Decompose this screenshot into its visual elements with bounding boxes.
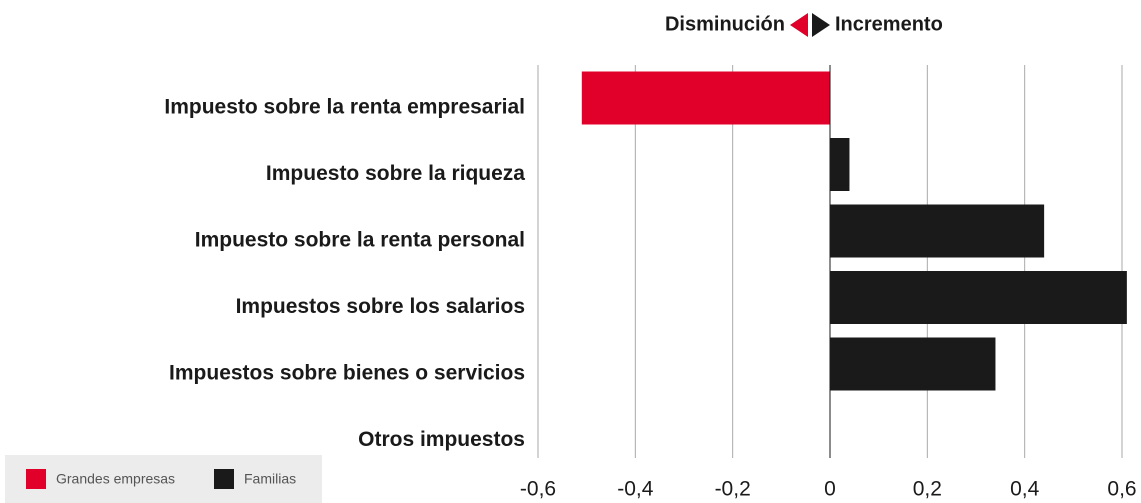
x-tick-label: 0 — [824, 478, 836, 501]
x-tick-label: -0,4 — [617, 478, 654, 501]
y-tick-label: Otros impuestos — [358, 428, 525, 451]
x-tick-label: 0,4 — [1010, 478, 1040, 501]
header-left: Disminución — [665, 13, 785, 35]
y-tick-label: Impuestos sobre bienes o servicios — [169, 362, 525, 385]
y-tick-label: Impuesto sobre la renta empresarial — [164, 96, 525, 119]
legend-label: Familias — [244, 471, 296, 487]
x-tick-label: -0,6 — [520, 478, 556, 501]
legend-box — [5, 455, 322, 503]
y-tick-label: Impuesto sobre la riqueza — [266, 162, 525, 185]
x-tick-label: -0,2 — [715, 478, 751, 501]
y-tick-label: Impuesto sobre la renta personal — [195, 229, 525, 252]
bar — [830, 271, 1127, 324]
legend-swatch — [214, 469, 234, 489]
y-tick-label: Impuestos sobre los salarios — [236, 295, 525, 318]
x-tick-label: 0,2 — [913, 478, 942, 501]
bar — [830, 138, 850, 191]
increase-arrow — [812, 13, 830, 37]
bar — [830, 337, 996, 391]
bar — [830, 204, 1045, 258]
legend-swatch — [26, 469, 46, 489]
legend-label: Grandes empresas — [56, 471, 175, 487]
header-right: Incremento — [835, 13, 943, 35]
bar — [581, 71, 830, 125]
x-tick-label: 0,6 — [1107, 478, 1136, 501]
decrease-arrow — [790, 13, 808, 37]
